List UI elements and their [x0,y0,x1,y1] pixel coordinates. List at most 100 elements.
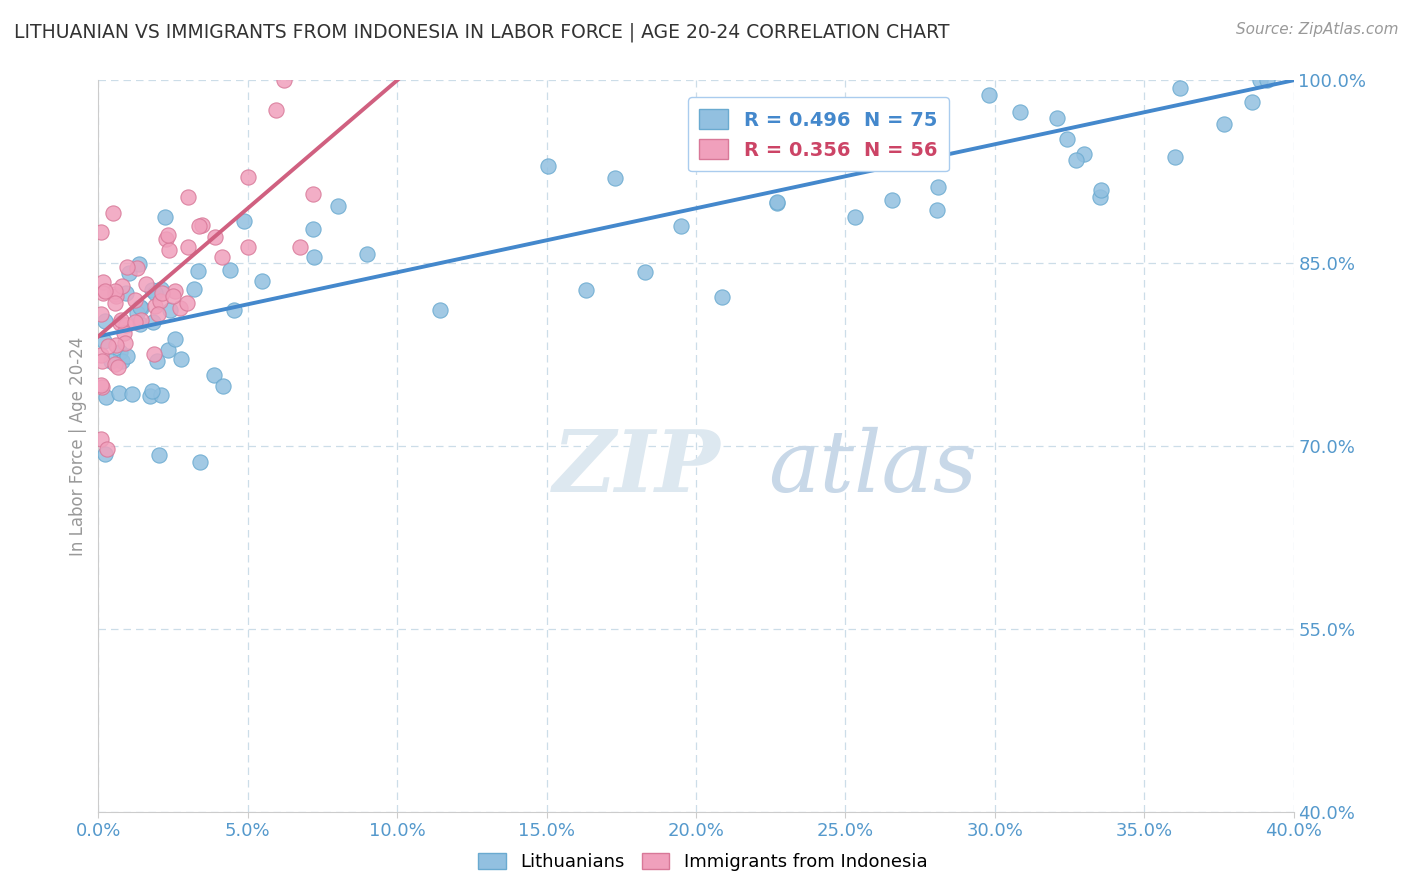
Point [889,103,911,118]
Point [118,266,141,280]
Point [108,385,131,400]
Point [90,377,112,392]
Point [131,301,153,315]
Point [104,287,127,301]
Point [1212,117,1234,131]
Legend: Lithuanians, Immigrants from Indonesia: Lithuanians, Immigrants from Indonesia [471,846,935,879]
Point [671,219,693,233]
Point [711,290,734,304]
Point [149,294,172,309]
Point [266,103,288,117]
Point [124,293,146,307]
Point [250,274,273,288]
Point [1241,95,1264,109]
Point [104,338,127,352]
Point [1056,132,1078,146]
Point [149,282,172,296]
Point [127,306,149,320]
Point [177,240,200,254]
Point [605,171,627,186]
Point [104,284,127,298]
Point [127,260,149,275]
Point [1046,111,1069,125]
Point [111,279,134,293]
Point [176,295,198,310]
Point [302,187,325,202]
Point [156,227,179,242]
Point [94,390,117,404]
Point [169,301,191,315]
Point [163,332,186,346]
Point [429,303,451,318]
Point [91,380,114,394]
Point [90,307,112,321]
Point [186,264,208,278]
Point [1088,189,1111,203]
Point [238,240,260,254]
Point [224,302,246,317]
Point [302,250,325,264]
Point [202,368,225,382]
Point [117,349,139,363]
Point [91,354,114,368]
Point [845,154,868,169]
Point [575,283,598,297]
Point [211,378,233,392]
Point [162,289,184,303]
Point [93,314,115,328]
Point [233,214,256,228]
Point [104,295,127,310]
Point [112,326,135,340]
Point [288,239,311,253]
Point [115,286,138,301]
Point [90,348,112,362]
Point [1249,73,1271,87]
Point [108,345,131,359]
Point [187,219,209,233]
Point [114,335,136,350]
Point [142,316,165,330]
Point [159,243,181,257]
Point [853,138,876,153]
Text: ZIP: ZIP [553,426,720,509]
Point [100,354,122,368]
Point [159,302,181,317]
Point [111,354,134,368]
Point [105,289,128,303]
Point [302,222,325,236]
Point [142,347,165,361]
Point [844,210,866,224]
Point [129,313,152,327]
Point [146,307,169,321]
Point [141,384,163,399]
Point [128,300,150,314]
Point [129,317,152,331]
Point [766,195,789,210]
Point [104,357,127,371]
Point [93,334,115,349]
Point [236,170,259,185]
Point [148,448,170,462]
Point [115,318,138,333]
Point [1256,73,1278,87]
Point [204,229,226,244]
Text: Source: ZipAtlas.com: Source: ZipAtlas.com [1236,22,1399,37]
Point [851,124,873,138]
Point [191,219,214,233]
Point [143,299,166,313]
Point [1164,150,1187,164]
Point [1090,183,1112,197]
Point [128,257,150,271]
Point [1066,153,1088,168]
Point [170,352,193,367]
Point [183,282,205,296]
Point [153,210,176,224]
Point [90,432,112,446]
Point [356,247,378,261]
Point [188,455,211,469]
Point [156,343,179,357]
Point [145,353,167,368]
Point [97,339,120,353]
Point [115,260,138,275]
Point [163,284,186,298]
